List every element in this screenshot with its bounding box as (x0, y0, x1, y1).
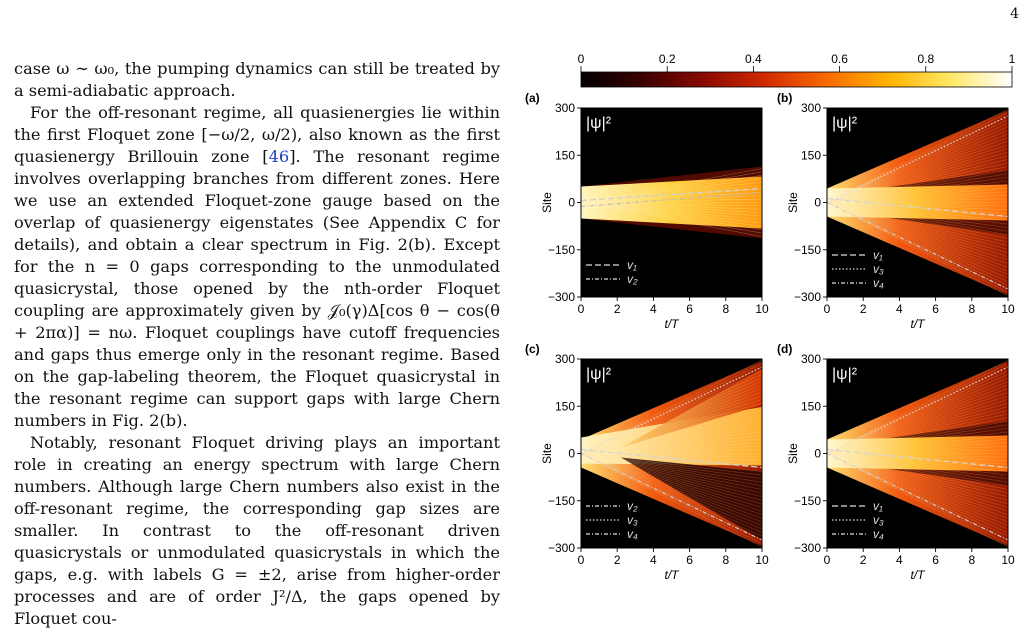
y-tick-label: −300 (794, 541, 821, 555)
heatmap-c (581, 359, 762, 548)
y-tick-label: 0 (814, 196, 821, 210)
y-tick-label: 150 (801, 399, 821, 413)
y-tick-label: 0 (814, 447, 821, 461)
x-tick-label: 8 (722, 553, 729, 567)
heatmap-b (827, 108, 1008, 297)
paragraph-2-part-a: For the off-resonant regime, all quasien… (14, 103, 500, 166)
x-tick-label: 6 (686, 553, 693, 567)
y-axis-label: Site (540, 192, 554, 213)
x-tick-label: 4 (896, 302, 903, 316)
colorbar-tick-label: 0 (578, 52, 585, 66)
body-text-column: case ω ∼ ω₀, the pumping dynamics can st… (14, 58, 500, 630)
paragraph-2: For the off-resonant regime, all quasien… (14, 102, 500, 432)
x-tick-label: 0 (578, 302, 585, 316)
legend-entry: v₁ (873, 499, 883, 513)
figure-2: 0 0.2 0.4 0.6 0.8 1 (a) |ψ|² 300 150 0 −150 −300 0 2 4… (520, 44, 1029, 627)
y-tick-label: 0 (568, 196, 575, 210)
citation-link[interactable]: 46 (268, 147, 290, 166)
legend-entry: v₄ (627, 527, 638, 541)
x-tick-label: 4 (650, 553, 657, 567)
colorbar (580, 71, 1013, 88)
y-tick-label: 150 (555, 399, 575, 413)
legend-entry: v₁ (627, 258, 637, 272)
x-tick-label: 6 (932, 302, 939, 316)
colorbar-tick-label: 0.2 (659, 52, 676, 66)
x-tick-label: 6 (932, 553, 939, 567)
page-number: 4 (1010, 6, 1019, 22)
panel-title: |ψ|² (832, 115, 858, 132)
y-axis-label: Site (540, 443, 554, 464)
y-tick-label: 300 (801, 101, 821, 115)
x-tick-label: 2 (860, 302, 867, 316)
panel-label: (a) (525, 91, 540, 105)
legend-entry: v₂ (627, 272, 638, 286)
legend-entry: v₃ (627, 513, 638, 527)
legend-entry: v₃ (873, 513, 884, 527)
x-tick-label: 10 (755, 302, 769, 316)
x-tick-label: 10 (755, 553, 769, 567)
x-tick-label: 2 (860, 553, 867, 567)
legend-entry: v₂ (627, 499, 638, 513)
panel-title: |ψ|² (832, 366, 858, 383)
x-tick-label: 2 (614, 553, 621, 567)
x-tick-label: 0 (824, 553, 831, 567)
colorbar-tick-label: 0.8 (917, 52, 934, 66)
y-axis-label: Site (786, 192, 800, 213)
y-tick-label: 300 (555, 352, 575, 366)
panel-title: |ψ|² (586, 366, 612, 383)
paragraph-2-part-b: ]. The resonant regime involves overlapp… (14, 147, 500, 430)
y-tick-label: 300 (555, 101, 575, 115)
paragraph-3: Notably, resonant Floquet driving plays … (14, 433, 500, 628)
panel-label: (c) (525, 342, 540, 356)
y-tick-label: −150 (548, 494, 575, 508)
y-tick-label: −300 (794, 290, 821, 304)
y-tick-label: 0 (568, 447, 575, 461)
legend-entry: v₃ (873, 262, 884, 276)
y-tick-label: −300 (548, 290, 575, 304)
panel-title: |ψ|² (586, 115, 612, 132)
x-tick-label: 10 (1001, 553, 1015, 567)
y-tick-label: −150 (794, 494, 821, 508)
colorbar-tick-label: 0.4 (745, 52, 762, 66)
x-tick-label: 0 (578, 553, 585, 567)
panel-label: (d) (777, 342, 792, 356)
heatmap-d (827, 359, 1008, 548)
y-tick-label: −300 (548, 541, 575, 555)
x-axis-label: t/T (911, 568, 927, 582)
x-tick-label: 2 (614, 302, 621, 316)
legend-entry: v₄ (873, 276, 884, 290)
x-tick-label: 4 (650, 302, 657, 316)
legend-entry: v₁ (873, 248, 883, 262)
panel-label: (b) (777, 91, 792, 105)
colorbar-ticks: 0 0.2 0.4 0.6 0.8 1 (578, 52, 1016, 72)
x-axis-label: t/T (665, 317, 681, 331)
legend-entry: v₄ (873, 527, 884, 541)
y-tick-label: 150 (801, 148, 821, 162)
x-tick-label: 4 (896, 553, 903, 567)
x-tick-label: 8 (968, 553, 975, 567)
x-tick-label: 8 (968, 302, 975, 316)
colorbar-tick-label: 0.6 (831, 52, 848, 66)
x-tick-label: 6 (686, 302, 693, 316)
x-tick-label: 8 (722, 302, 729, 316)
x-axis-label: t/T (665, 568, 681, 582)
x-axis-label: t/T (911, 317, 927, 331)
y-tick-label: 300 (801, 352, 821, 366)
y-axis-label: Site (786, 443, 800, 464)
x-tick-label: 0 (824, 302, 831, 316)
y-tick-label: 150 (555, 148, 575, 162)
heatmap-a (581, 108, 762, 297)
y-tick-label: −150 (548, 243, 575, 257)
y-tick-label: −150 (794, 243, 821, 257)
paragraph-1: case ω ∼ ω₀, the pumping dynamics can st… (14, 59, 500, 100)
x-tick-label: 10 (1001, 302, 1015, 316)
colorbar-tick-label: 1 (1009, 52, 1016, 66)
